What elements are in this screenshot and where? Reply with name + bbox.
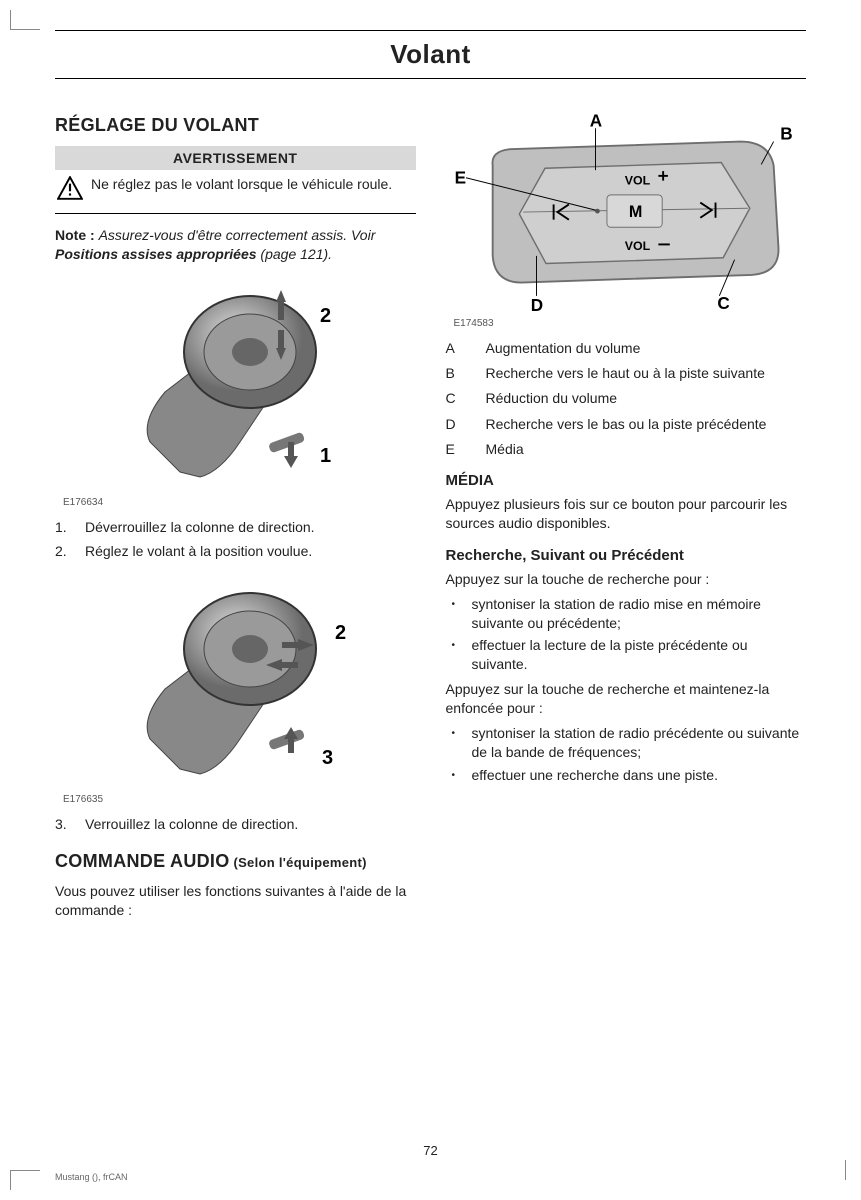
- legend-d: DRecherche vers le bas ou la piste précé…: [446, 415, 807, 433]
- figure3-id: E174583: [454, 318, 807, 329]
- ctrl-volm: VOL: [624, 239, 650, 253]
- note-label: Note :: [55, 227, 95, 243]
- ctrl-volp: VOL: [624, 173, 650, 187]
- warning-heading: AVERTISSEMENT: [55, 146, 416, 170]
- footer-text: Mustang (), frCAN: [55, 1172, 128, 1182]
- warning-icon: [57, 176, 83, 203]
- heading-reglage: RÉGLAGE DU VOLANT: [55, 115, 416, 136]
- note-paragraph: Note : Assurez-vous d'être correctement …: [55, 226, 416, 264]
- fig2-callout-3: 3: [322, 747, 333, 769]
- warning-box: AVERTISSEMENT Ne réglez pas le volant lo…: [55, 146, 416, 214]
- step-2: 2.Réglez le volant à la position voulue.: [55, 542, 416, 561]
- search-intro: Appuyez sur la touche de recherche pour …: [446, 570, 807, 589]
- figure2-id: E176635: [63, 794, 416, 805]
- search-bullet-2: effectuer la lecture de la piste précéde…: [446, 636, 807, 674]
- fig1-callout-1: 1: [320, 445, 331, 467]
- right-column: M VOL VOL: [446, 107, 807, 926]
- ctrl-m: M: [629, 203, 642, 221]
- legend-a: AAugmentation du volume: [446, 339, 807, 357]
- figure-wheel-adjust-1: 2 1: [55, 272, 416, 495]
- crop-mark-bl: [10, 1170, 40, 1190]
- steps-list-1: 1.Déverrouillez la colonne de direction.…: [55, 518, 416, 561]
- callout-e: E: [454, 167, 465, 187]
- note-text-c: (page 121).: [257, 246, 333, 262]
- audio-intro: Vous pouvez utiliser les fonctions suiva…: [55, 882, 416, 920]
- warning-text: Ne réglez pas le volant lorsque le véhic…: [91, 176, 392, 192]
- warning-body: Ne réglez pas le volant lorsque le véhic…: [55, 170, 416, 214]
- legend-b: BRecherche vers le haut ou à la piste su…: [446, 364, 807, 382]
- step-3: 3.Verrouillez la colonne de direction.: [55, 815, 416, 834]
- media-text: Appuyez plusieurs fois sur ce bouton pou…: [446, 495, 807, 533]
- note-text-a: Assurez-vous d'être correctement assis. …: [99, 227, 376, 243]
- heading-search: Recherche, Suivant ou Précédent: [446, 547, 807, 564]
- crop-mark-tl: [10, 10, 40, 30]
- control-legend: AAugmentation du volume BRecherche vers …: [446, 339, 807, 458]
- figure-wheel-adjust-2: 2 3: [55, 569, 416, 792]
- figure1-id: E176634: [63, 497, 416, 508]
- search-bullet-1: syntoniser la station de radio mise en m…: [446, 595, 807, 633]
- fig2-callout-2: 2: [335, 622, 346, 644]
- content-columns: RÉGLAGE DU VOLANT AVERTISSEMENT Ne régle…: [55, 107, 806, 926]
- heading-media: MÉDIA: [446, 472, 807, 489]
- callout-a: A: [590, 113, 602, 130]
- steps-list-2: 3.Verrouillez la colonne de direction.: [55, 815, 416, 834]
- figure-audio-control: M VOL VOL: [446, 113, 807, 316]
- callout-b: B: [780, 124, 792, 144]
- hold-bullets: syntoniser la station de radio précédent…: [446, 724, 807, 785]
- hold-bullet-2: effectuer une recherche dans une piste.: [446, 766, 807, 785]
- page-number: 72: [0, 1143, 861, 1158]
- hold-bullet-1: syntoniser la station de radio précédent…: [446, 724, 807, 762]
- legend-e: EMédia: [446, 440, 807, 458]
- callout-d: D: [531, 295, 543, 313]
- heading-audio: COMMANDE AUDIO (Selon l'équipement): [55, 851, 416, 872]
- fig1-callout-2: 2: [320, 305, 331, 327]
- legend-c: CRéduction du volume: [446, 389, 807, 407]
- callout-c: C: [717, 293, 729, 313]
- crop-mark-r: [845, 1160, 847, 1180]
- note-link: Positions assises appropriées: [55, 246, 257, 262]
- page-title: Volant: [55, 30, 806, 79]
- left-column: RÉGLAGE DU VOLANT AVERTISSEMENT Ne régle…: [55, 107, 416, 926]
- search-bullets: syntoniser la station de radio mise en m…: [446, 595, 807, 675]
- hold-intro: Appuyez sur la touche de recherche et ma…: [446, 680, 807, 718]
- step-1: 1.Déverrouillez la colonne de direction.: [55, 518, 416, 537]
